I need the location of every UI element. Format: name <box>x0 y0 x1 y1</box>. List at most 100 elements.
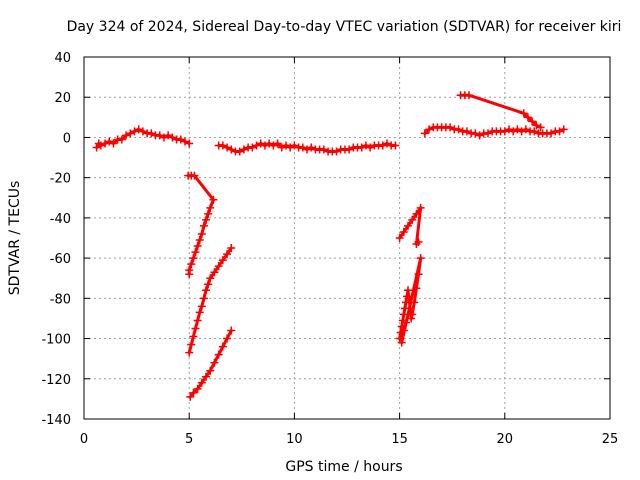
data-point <box>202 372 211 381</box>
series-drop-cluster-c <box>186 326 236 401</box>
data-point <box>130 127 139 136</box>
data-point <box>357 143 366 152</box>
data-point <box>416 203 425 212</box>
y-tick-label: 40 <box>54 51 71 66</box>
data-point <box>519 109 528 118</box>
series-drop-cluster-b <box>185 244 236 357</box>
series-trace <box>467 93 526 115</box>
data-point <box>189 388 198 397</box>
data-point <box>420 129 429 138</box>
y-tick-label: -40 <box>50 212 71 227</box>
data-point <box>454 125 463 134</box>
plot-frame <box>83 56 611 420</box>
data-point <box>391 141 400 150</box>
data-point <box>218 141 227 150</box>
data-point <box>147 129 156 138</box>
ticks: 0 5 10 15 20 25 40 20 0 -20 -40 -60 -80 -100 -120 -140 <box>41 51 618 447</box>
series-drop-cluster-a <box>184 171 218 279</box>
data-point <box>399 326 408 335</box>
data-point <box>122 131 131 140</box>
series-baseline-mid <box>214 139 400 156</box>
data-point <box>159 133 168 142</box>
data-point <box>523 113 532 122</box>
data-point <box>185 139 194 148</box>
data-point <box>286 143 295 152</box>
data-point <box>214 350 223 359</box>
x-tick-label: 5 <box>185 432 193 447</box>
data-point <box>193 384 202 393</box>
y-tick-label: -100 <box>41 333 71 348</box>
data-point <box>227 244 236 253</box>
data-point <box>239 145 248 154</box>
data-point <box>260 141 269 150</box>
data-point <box>410 298 419 307</box>
data-point <box>191 324 200 333</box>
x-tick-label: 0 <box>80 432 88 447</box>
data-point <box>298 143 307 152</box>
data-point <box>425 125 434 134</box>
series-layer <box>92 91 568 401</box>
data-point <box>186 392 195 401</box>
data-point <box>193 242 202 251</box>
data-point <box>536 123 545 132</box>
data-point <box>138 127 147 136</box>
data-point <box>223 250 232 259</box>
data-point <box>414 270 423 279</box>
data-point <box>332 147 341 156</box>
data-point <box>218 256 227 265</box>
series-trace <box>192 174 215 202</box>
data-point <box>195 236 204 245</box>
data-point <box>345 145 354 154</box>
data-point <box>395 234 404 242</box>
data-point <box>404 221 413 230</box>
data-point <box>412 209 421 218</box>
data-point <box>414 238 423 247</box>
data-point <box>273 139 282 148</box>
x-tick-label: 25 <box>602 432 619 447</box>
data-point <box>406 304 415 313</box>
data-point <box>190 171 199 180</box>
data-point <box>187 260 196 269</box>
y-tick-label: -80 <box>50 292 71 307</box>
data-point <box>366 143 375 152</box>
data-point <box>407 314 416 323</box>
data-point <box>197 229 206 238</box>
data-point <box>218 342 227 351</box>
data-point <box>303 145 312 154</box>
x-tick-label: 15 <box>391 432 408 447</box>
data-point <box>223 334 232 343</box>
series-drop-cluster-e <box>395 254 425 347</box>
data-point <box>408 215 417 224</box>
y-tick-label: 20 <box>54 91 71 106</box>
data-point <box>199 294 208 303</box>
data-point <box>204 209 213 218</box>
data-point <box>134 125 143 134</box>
data-point <box>277 143 286 152</box>
data-point <box>193 316 202 325</box>
data-point <box>555 127 564 136</box>
data-point <box>408 310 417 319</box>
data-point <box>117 135 126 144</box>
data-point <box>96 141 105 150</box>
data-point <box>265 139 274 148</box>
data-point <box>471 129 480 138</box>
data-point <box>404 286 413 295</box>
data-point <box>185 270 194 279</box>
data-point <box>416 254 425 263</box>
data-point <box>252 141 261 150</box>
data-point <box>517 127 526 136</box>
data-point <box>189 254 198 263</box>
data-point <box>185 348 194 357</box>
data-point <box>521 125 530 134</box>
data-point <box>547 129 556 138</box>
data-point <box>483 129 492 138</box>
data-point <box>187 340 196 349</box>
data-point <box>405 294 414 303</box>
data-point <box>509 127 518 136</box>
data-point <box>105 137 114 146</box>
y-tick-label: -60 <box>50 252 71 267</box>
data-point <box>101 139 110 148</box>
data-point <box>235 147 244 156</box>
y-tick-label: -20 <box>50 172 71 187</box>
